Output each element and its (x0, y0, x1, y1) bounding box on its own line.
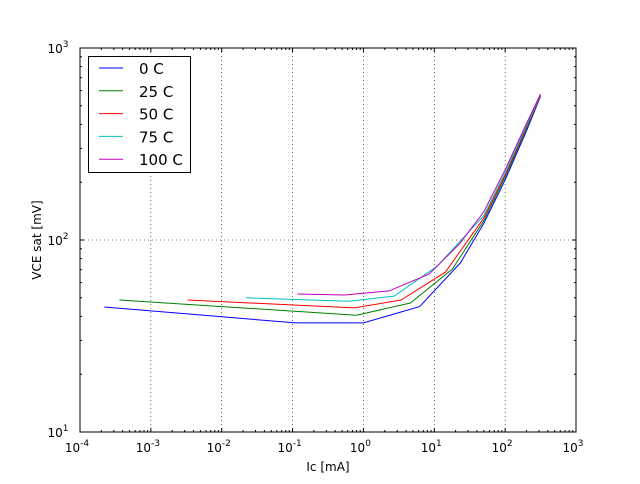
x-tick-label: 10-4 (65, 439, 90, 455)
y-tick-label: 102 (47, 232, 68, 248)
x-tick-label: 10-3 (136, 439, 160, 455)
series-line-50-c (187, 94, 541, 309)
x-tick-label: 100 (350, 439, 371, 455)
x-tick-label: 10-1 (277, 439, 301, 455)
series-line-25-c (119, 95, 541, 316)
x-tick-label: 10-2 (207, 439, 231, 455)
legend-label: 75 C (139, 128, 173, 146)
legend: 0 C 25 C 50 C 75 C 100 C (88, 56, 191, 173)
legend-label: 0 C (139, 60, 164, 78)
y-tick-label: 101 (47, 424, 68, 440)
legend-label: 25 C (139, 83, 173, 101)
y-tick-label: 103 (47, 40, 68, 56)
series-line-75-c (245, 94, 541, 302)
series-lines (104, 93, 541, 324)
legend-box (88, 56, 191, 173)
ticks: 10-4 10-3 10-2 10-1 100 101 102 103 101 102 103 (47, 40, 583, 455)
y-axis-label: VCE sat [mV] (30, 200, 44, 279)
x-tick-label: 102 (492, 439, 513, 455)
series-line-100-c (297, 93, 541, 296)
series-line-0-c (104, 96, 541, 324)
x-tick-label: 101 (421, 439, 442, 455)
x-axis-label: Ic [mA] (306, 460, 349, 474)
legend-label: 100 C (139, 151, 183, 169)
legend-label: 50 C (139, 106, 173, 124)
x-tick-label: 103 (562, 439, 583, 455)
